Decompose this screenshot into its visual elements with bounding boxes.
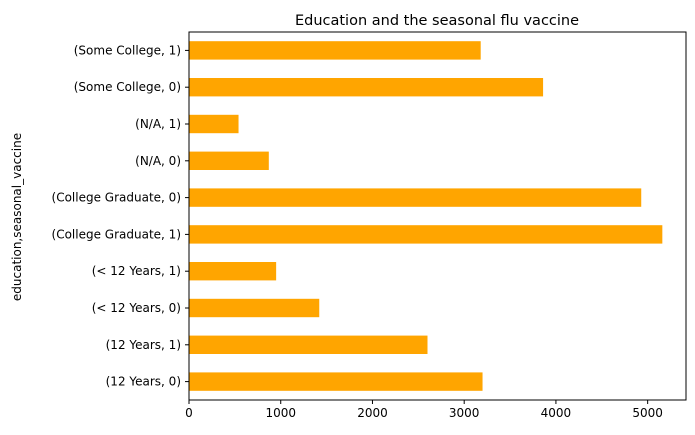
bar (189, 114, 239, 134)
y-tick-label: (Some College, 0) (74, 80, 181, 94)
bar (189, 335, 428, 354)
y-tick-label: (College Graduate, 1) (52, 227, 181, 241)
y-tick-label: (< 12 Years, 1) (92, 264, 181, 278)
bar (189, 225, 663, 244)
bar (189, 41, 481, 60)
bar (189, 262, 277, 281)
y-tick-label: (College Graduate, 0) (52, 191, 181, 205)
y-tick-label: (N/A, 1) (135, 117, 181, 131)
y-tick-label: (12 Years, 1) (106, 338, 181, 352)
x-tick-label: 2000 (357, 406, 388, 420)
x-tick-label: 4000 (541, 406, 572, 420)
x-tick-label: 5000 (632, 406, 663, 420)
y-tick-label: (N/A, 0) (135, 154, 181, 168)
chart-title: Education and the seasonal flu vaccine (295, 13, 579, 29)
plot-frame (188, 31, 687, 401)
x-tick-label: 1000 (265, 406, 296, 420)
y-axis-title: education,seasonal_vaccine (10, 133, 24, 301)
x-tick-label: 3000 (449, 406, 480, 420)
bar (189, 188, 642, 207)
bar (189, 151, 269, 170)
y-tick-label: (< 12 Years, 0) (92, 301, 181, 315)
bar (189, 298, 320, 318)
y-tick-label: (12 Years, 0) (106, 375, 181, 389)
bar (189, 372, 483, 391)
plot-area: (12 Years, 0) (12 Years, 1) (< 12 Years, 0… (52, 31, 687, 420)
bar (189, 78, 544, 97)
y-tick-label: (Some College, 1) (74, 43, 181, 57)
x-tick-label: 0 (185, 406, 193, 420)
